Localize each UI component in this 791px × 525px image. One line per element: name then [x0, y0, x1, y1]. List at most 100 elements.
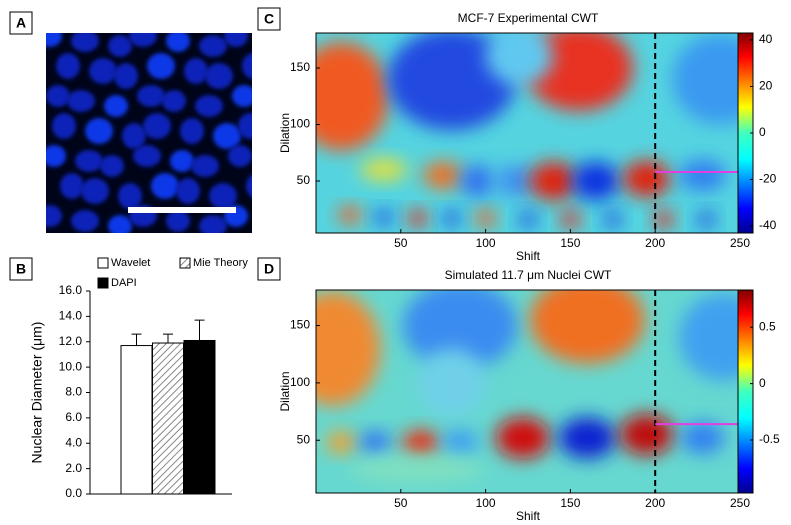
nucleus: [238, 113, 252, 139]
colorbar: [737, 289, 754, 494]
legend-label: Wavelet: [111, 257, 150, 269]
colorbar-tick-label: -40: [759, 218, 777, 232]
nucleus: [67, 90, 95, 112]
panel-letter-box: [9, 257, 33, 281]
y-axis-label: Nuclear Diameter (μm): [29, 322, 45, 464]
heatmap-blob: [360, 158, 408, 182]
y-axis-label: Dilation: [278, 371, 292, 411]
panel-letter-box: [257, 7, 281, 31]
bar: [183, 339, 216, 495]
y-tick-label: 2.0: [65, 461, 82, 475]
y-tick-label: 10.0: [59, 359, 83, 373]
nucleus: [71, 33, 99, 52]
heatmap-blob: [485, 33, 554, 85]
panel-letter: C: [264, 11, 274, 27]
y-tick-label: 50: [297, 432, 311, 446]
panels: A B 0.0 2.0 4.0 6.0 8.0 10.0 12.0 14.0 16.0 Nuclear…: [9, 7, 780, 523]
panel-letter: B: [16, 261, 26, 277]
heatmap-blob: [316, 42, 389, 151]
panel-letter-box: [257, 257, 281, 281]
y-tick-label: 6.0: [65, 410, 82, 424]
heatmap-blob: [695, 210, 717, 229]
heatmap-blob: [338, 205, 362, 224]
scale-bar: [128, 207, 236, 213]
nucleus: [46, 33, 62, 47]
x-tick-label: 150: [560, 496, 580, 510]
heatmap-blob: [441, 428, 479, 457]
y-tick-label: 150: [290, 60, 310, 74]
y-tick-label: 0.0: [65, 486, 82, 500]
nucleus: [209, 183, 237, 209]
y-tick-label: 8.0: [65, 385, 82, 399]
y-tick-label: 14.0: [59, 309, 83, 323]
heatmap-blob: [517, 210, 539, 229]
heatmap-blob: [622, 160, 671, 197]
x-tick-label: 150: [560, 236, 580, 250]
heatmap-blob: [653, 210, 674, 229]
nucleus: [166, 33, 190, 52]
nucleus: [56, 53, 80, 79]
heatmap-blob: [402, 429, 440, 458]
legend-label: DAPI: [111, 277, 137, 289]
legend-swatch: [97, 277, 109, 289]
panel-letter: D: [264, 261, 274, 277]
nucleus: [180, 118, 204, 144]
nucleus: [52, 113, 76, 139]
heatmap-blob: [387, 33, 517, 131]
colorbar-tick-label: -20: [759, 172, 777, 186]
nucleus: [100, 155, 124, 177]
colorbar-tick-label: 0: [759, 376, 766, 390]
chart-title: Simulated 11.7 μm Nuclei CWT: [445, 268, 612, 282]
legend-label: Mie Theory: [193, 257, 248, 269]
nucleus: [170, 150, 194, 172]
nucleus: [75, 150, 103, 172]
nucleus: [114, 63, 138, 89]
y-tick-label: 16.0: [59, 283, 83, 297]
legend-swatch: [97, 257, 109, 269]
colorbar-tick-label: 40: [759, 32, 773, 46]
nucleus: [137, 85, 165, 107]
heatmap: [316, 33, 740, 233]
nucleus: [224, 33, 248, 47]
nucleus: [85, 118, 113, 144]
x-tick-label: 200: [645, 236, 665, 250]
nucleus: [81, 178, 109, 204]
heatmap-blob: [560, 210, 581, 229]
nucleus: [133, 145, 161, 167]
heatmap-blob: [407, 209, 428, 228]
colorbar-tick-label: -0.5: [759, 432, 780, 446]
error-bar: [163, 333, 173, 344]
nucleus: [199, 215, 227, 233]
x-tick-label: 200: [645, 496, 665, 510]
nucleus: [46, 145, 66, 167]
nucleus: [199, 35, 227, 57]
x-tick-label: 50: [394, 236, 408, 250]
x-tick-label: 250: [730, 236, 750, 250]
nucleus: [184, 58, 208, 84]
heatmap-blob: [360, 431, 391, 455]
x-tick-label: 50: [394, 496, 408, 510]
y-tick-label: 12.0: [59, 334, 83, 348]
nucleus: [191, 155, 219, 177]
heatmap-blob: [529, 161, 578, 201]
y-tick-label: 100: [290, 375, 310, 389]
y-axis-label: Dilation: [278, 113, 292, 153]
heatmap-blob: [529, 290, 646, 364]
nucleus: [122, 123, 146, 149]
nucleus: [129, 33, 157, 47]
nucleus: [205, 63, 233, 89]
x-tick-label: 250: [730, 496, 750, 510]
legend-swatch: [179, 257, 191, 269]
heatmap-blob: [422, 161, 464, 189]
nucleus: [71, 210, 99, 232]
heatmap-blob: [460, 165, 495, 197]
heatmap-blob: [326, 431, 357, 455]
x-axis-label: Shift: [516, 509, 541, 523]
nucleus: [60, 173, 84, 199]
colorbar-tick-label: 0: [759, 125, 766, 139]
y-tick-label: 50: [297, 173, 311, 187]
nucleus: [166, 210, 190, 232]
y-tick-label: 100: [290, 117, 310, 131]
nucleus: [232, 85, 252, 107]
